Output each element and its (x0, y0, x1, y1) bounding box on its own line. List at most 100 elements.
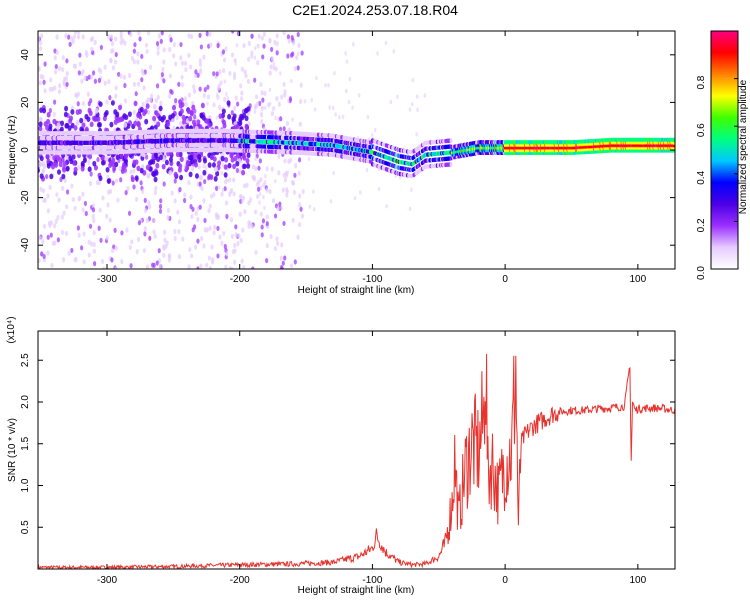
spectrogram-cell (245, 158, 250, 164)
spectrogram-cell (224, 156, 229, 163)
spectrogram-noise-cell (189, 33, 194, 40)
spectrogram-noise-cell (348, 77, 352, 82)
snr-y-axis: 0.51.01.52.02.5 (20, 353, 675, 534)
spectrogram-noise-cell (98, 207, 102, 213)
spectrogram-cell (146, 172, 151, 179)
spectrogram-noise-cell (90, 46, 94, 52)
spectrogram-noise-cell (220, 240, 224, 246)
spectrogram-cell (77, 108, 82, 115)
spectrogram-noise-cell (76, 34, 80, 40)
spectrogram-noise-cell (46, 208, 51, 214)
spectrogram-noise-cell (324, 83, 327, 88)
spectrogram-cell (64, 123, 69, 129)
spectrogram-noise-cell (274, 115, 277, 121)
spectrogram-noise-cell (351, 105, 354, 110)
spectrogram-noise-cell (300, 50, 304, 56)
spectrogram-noise-cell (234, 224, 238, 230)
spectrogram-cell (181, 114, 186, 121)
spectrogram-noise-cell (90, 74, 94, 80)
spectrogram-noise-cell (254, 156, 257, 162)
spectrogram-y-label: Frequency (Hz) (7, 116, 18, 185)
spectrogram-noise-cell (145, 154, 149, 160)
spectrogram-noise-cell (233, 105, 237, 111)
spectrogram-noise-cell (396, 94, 399, 99)
spectrogram-noise-cell (49, 77, 53, 83)
spectrogram-noise-cell (103, 80, 107, 86)
spectrogram-noise-cell (80, 78, 84, 84)
spectrogram-noise-cell (268, 37, 272, 43)
spectrogram-cell (42, 107, 47, 114)
spectrogram-noise-cell (293, 172, 297, 178)
colorbar-tick-label: 0.8 (696, 75, 707, 89)
snr-x-tick-label: -100 (362, 575, 382, 586)
spectrogram-cell (241, 169, 246, 176)
snr-x-axis: -300 -200 -100 0 100 (97, 331, 647, 586)
spectrogram-cell (153, 152, 158, 158)
spectrogram-cell (69, 158, 74, 165)
spectrogram-noise-cell (234, 58, 237, 63)
spectrogram-cell (124, 158, 129, 164)
spectrogram-noise-cell (359, 190, 362, 195)
spectrogram-noise-cell (114, 266, 118, 269)
spectrogram-noise-cell (234, 232, 238, 238)
spectrogram-cell (238, 120, 243, 127)
spectrogram-noise-cell (280, 266, 284, 269)
snr-background (38, 331, 675, 569)
spectrogram-noise-cell (273, 179, 277, 184)
spectrogram-cell (39, 155, 44, 162)
spectrogram-noise-cell (283, 177, 287, 183)
spectrogram-noise-cell (276, 240, 280, 247)
spectrogram-noise-cell (86, 91, 90, 97)
spectrogram-noise-cell (168, 73, 172, 79)
spectrogram-noise-cell (92, 230, 96, 236)
spectrogram-noise-cell (271, 198, 276, 204)
spectrogram-noise-cell (286, 34, 291, 40)
spectrogram-noise-cell (81, 68, 85, 75)
spectrogram-noise-cell (232, 191, 236, 197)
spectrogram-noise-cell (38, 257, 41, 264)
spectrogram-noise-cell (279, 116, 283, 122)
spectrogram-noise-cell (64, 76, 69, 82)
spectrogram-noise-cell (84, 210, 88, 217)
spectrogram-cell (46, 111, 51, 118)
spectrogram-noise-cell (262, 43, 266, 49)
spectrogram-noise-cell (231, 249, 235, 255)
spectrogram-noise-cell (246, 78, 250, 85)
spectrogram-ridge-cell (449, 138, 453, 143)
spectrogram-noise-cell (66, 243, 70, 249)
spectrogram-y-tick-label: 40 (20, 49, 31, 61)
spectrogram-cell (132, 159, 137, 166)
spectrogram-cell (242, 163, 247, 170)
spectrogram-noise-cell (128, 244, 132, 250)
spectrogram-noise-cell (164, 243, 168, 249)
spectrogram-noise-cell (282, 172, 286, 178)
spectrogram-noise-cell (265, 243, 269, 249)
spectrogram-cell (38, 161, 42, 168)
spectrogram-noise-cell (260, 119, 264, 125)
spectrogram-noise-cell (132, 168, 136, 174)
spectrogram-noise-cell (82, 259, 86, 265)
spectrogram-noise-cell (239, 194, 243, 200)
spectrogram-noise-cell (133, 42, 137, 48)
snr-y-tick-label: 1.0 (20, 478, 31, 492)
snr-y-tick-label: 1.5 (20, 436, 31, 450)
spectrogram-noise-cell (83, 75, 87, 81)
spectrogram-noise-cell (212, 71, 216, 77)
spectrogram-cell (38, 121, 43, 127)
spectrogram-noise-cell (352, 42, 355, 47)
spectrogram-cell (75, 120, 80, 126)
spectrogram-noise-cell (108, 188, 113, 194)
spectrogram-noise-cell (54, 63, 58, 70)
spectrogram-noise-cell (273, 245, 278, 252)
spectrogram-noise-cell (298, 221, 302, 228)
spectrogram-noise-cell (96, 156, 100, 163)
spectrogram-cell (58, 161, 63, 168)
spectrogram-noise-cell (179, 41, 183, 48)
spectrogram-noise-cell (141, 188, 145, 194)
spectrogram-noise-cell (299, 206, 303, 212)
spectrogram-noise-cell (107, 79, 111, 85)
spectrogram-cell (127, 111, 132, 117)
spectrogram-noise-cell (353, 196, 357, 201)
spectrogram-noise-cell (135, 249, 139, 255)
